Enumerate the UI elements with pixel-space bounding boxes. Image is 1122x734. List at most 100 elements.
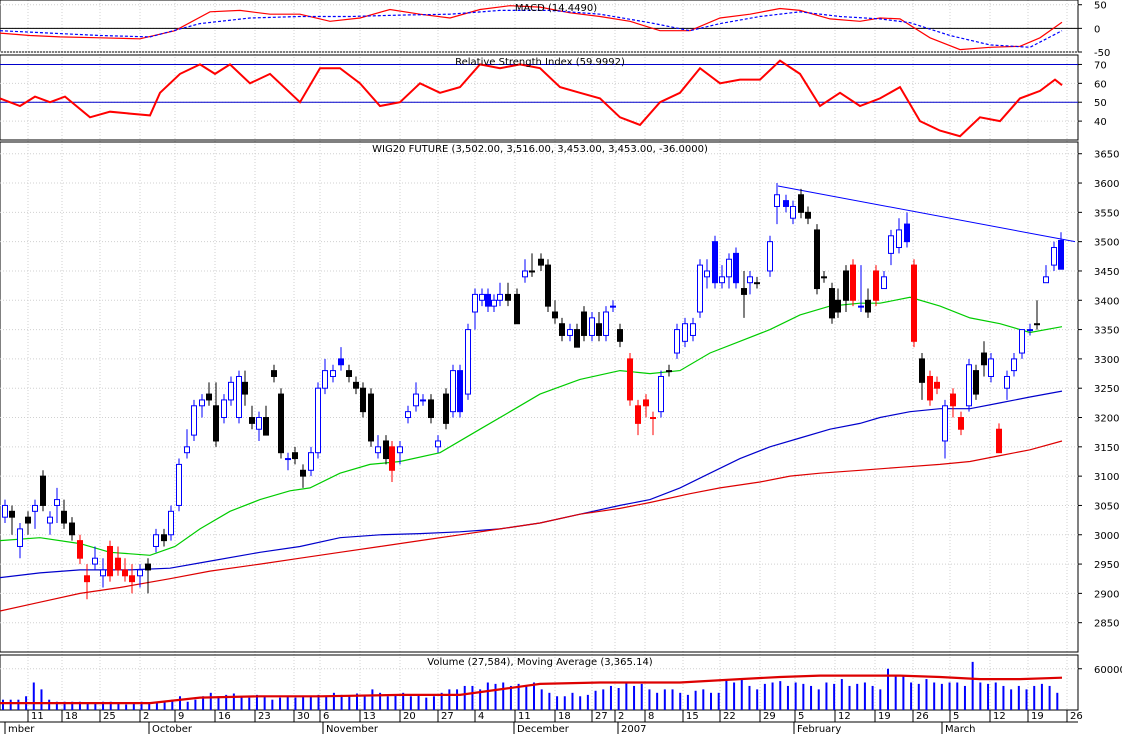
candle-body <box>1011 358 1017 372</box>
y-tick-label: 3400 <box>1094 296 1119 307</box>
price-candle <box>538 253 544 271</box>
candle-body <box>858 305 864 308</box>
price-candle <box>682 317 688 348</box>
candle-body <box>690 323 696 336</box>
price-candle <box>850 259 856 307</box>
price-candle <box>443 388 449 430</box>
price-candle <box>153 528 159 553</box>
candle-body <box>322 370 328 389</box>
x-day-label: 30 <box>297 711 310 722</box>
candle-body <box>814 229 820 290</box>
candle-body <box>865 299 871 313</box>
price-candle <box>843 265 849 312</box>
y-tick-label: -50 <box>1094 48 1110 59</box>
candle-body <box>843 270 849 301</box>
price-candle <box>206 382 212 406</box>
candle-body <box>958 417 964 430</box>
price-candle <box>754 276 760 289</box>
price-candle <box>942 399 948 459</box>
candle-body <box>658 375 664 413</box>
x-month-label: October <box>152 724 193 734</box>
candle-body <box>552 311 558 319</box>
candle-body <box>368 393 374 442</box>
price-candle <box>617 323 623 348</box>
price-candle <box>958 411 964 436</box>
price-candle <box>300 464 306 488</box>
price-candle <box>821 270 827 283</box>
price-ma-medium-line <box>0 390 1063 579</box>
price-candle <box>704 259 710 289</box>
price-title: WIG20 FUTURE (3,502.00, 3,516.00, 3,453.… <box>372 144 708 155</box>
candle-body <box>881 276 887 290</box>
candle-body <box>199 399 205 407</box>
x-day-label: 23 <box>258 711 271 722</box>
candle-body <box>514 293 520 325</box>
price-candle <box>814 224 820 295</box>
price-candle <box>643 394 649 418</box>
x-day-label: 18 <box>65 711 78 722</box>
price-candle <box>973 364 979 400</box>
price-candle <box>674 323 680 359</box>
y-tick-label: 3450 <box>1094 267 1119 278</box>
price-candle <box>996 423 1002 454</box>
candle-body <box>249 417 255 424</box>
candle-body <box>236 375 242 419</box>
price-candle <box>32 499 38 529</box>
x-month-label: November <box>326 724 379 734</box>
price-candle <box>375 435 381 459</box>
candle-body <box>934 381 940 389</box>
candle-body <box>69 522 75 536</box>
candle-body <box>443 393 449 424</box>
price-candle <box>413 382 419 412</box>
x-month-label: February <box>797 724 841 734</box>
candle-body <box>790 205 796 219</box>
price-candle <box>40 470 46 512</box>
price-candle <box>249 405 255 430</box>
price-candle <box>741 270 747 318</box>
price-candle <box>315 382 321 459</box>
price-candle <box>712 235 718 289</box>
price-candle <box>1011 353 1017 377</box>
price-candle <box>389 440 395 482</box>
candle-body <box>610 305 616 308</box>
x-day-label: 13 <box>363 711 376 722</box>
y-tick-label: 50 <box>1094 1 1107 12</box>
candle-body <box>1043 276 1049 284</box>
candle-body <box>405 411 411 419</box>
candle-body <box>2 504 8 518</box>
price-candle <box>145 558 151 594</box>
candle-body <box>420 399 426 402</box>
price-candle <box>829 282 835 324</box>
price-candle <box>285 452 291 471</box>
x-day-label: 2 <box>618 711 624 722</box>
price-candle <box>168 505 174 541</box>
candle-body <box>497 293 503 301</box>
price-ma-long-line <box>0 440 1063 612</box>
candle-body <box>505 293 511 301</box>
candle-body <box>726 258 732 278</box>
price-candle <box>835 288 841 318</box>
candle-body <box>397 446 403 454</box>
y-tick-label: 3300 <box>1094 355 1119 366</box>
price-candle <box>658 370 664 418</box>
price-candle <box>278 388 284 459</box>
price-candle <box>338 347 344 371</box>
price-candle <box>479 288 485 307</box>
price-candle <box>420 394 426 406</box>
candle-body <box>145 563 151 571</box>
price-candle <box>137 564 143 588</box>
candle-body <box>17 528 23 547</box>
candle-body <box>360 387 366 413</box>
candle-body <box>627 358 633 401</box>
price-candle <box>191 399 197 441</box>
candle-body <box>1019 329 1025 354</box>
x-day-label: 2 <box>143 711 149 722</box>
y-tick-label: 3100 <box>1094 472 1119 483</box>
candle-body <box>603 311 609 336</box>
candle-body <box>1058 239 1064 270</box>
candle-body <box>40 475 46 506</box>
candle-body <box>107 545 113 577</box>
price-candle <box>697 259 703 318</box>
candle-body <box>873 270 879 301</box>
price-candle <box>545 259 551 312</box>
